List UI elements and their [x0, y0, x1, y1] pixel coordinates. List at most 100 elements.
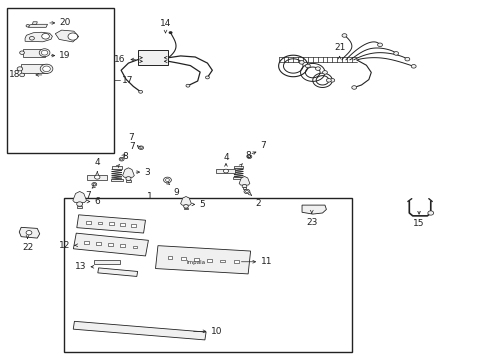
Circle shape: [68, 33, 78, 40]
Bar: [207, 259, 212, 262]
Polygon shape: [302, 205, 326, 214]
Polygon shape: [239, 176, 249, 185]
Bar: [96, 242, 101, 245]
Bar: [234, 166, 243, 168]
Polygon shape: [19, 227, 40, 238]
Circle shape: [242, 185, 246, 188]
Circle shape: [26, 230, 32, 235]
Bar: [120, 224, 124, 226]
Text: 19: 19: [59, 51, 71, 60]
Circle shape: [329, 78, 334, 82]
Polygon shape: [77, 215, 145, 233]
Bar: [108, 243, 113, 246]
Bar: [181, 257, 185, 260]
Circle shape: [119, 157, 124, 161]
Text: 20: 20: [60, 18, 71, 27]
Text: 1: 1: [147, 192, 152, 201]
Circle shape: [404, 57, 409, 61]
Text: 7: 7: [260, 140, 266, 149]
Circle shape: [341, 34, 346, 37]
Circle shape: [165, 179, 169, 181]
Circle shape: [305, 64, 310, 68]
Text: 4: 4: [94, 158, 100, 167]
Text: 13: 13: [74, 262, 86, 271]
Circle shape: [20, 51, 24, 54]
Text: 18: 18: [9, 71, 20, 80]
Bar: [108, 222, 113, 225]
Bar: [242, 188, 246, 189]
Circle shape: [40, 64, 53, 73]
Circle shape: [125, 177, 131, 180]
Circle shape: [29, 36, 34, 40]
Bar: [167, 256, 172, 259]
Bar: [131, 224, 136, 227]
Text: 3: 3: [144, 168, 149, 177]
Circle shape: [351, 86, 356, 89]
Circle shape: [94, 175, 100, 179]
Polygon shape: [73, 192, 86, 203]
Bar: [64, 198, 351, 352]
Bar: [112, 166, 122, 169]
Circle shape: [77, 202, 82, 206]
Bar: [84, 241, 89, 244]
Text: 10: 10: [210, 327, 222, 336]
Text: 4: 4: [223, 153, 228, 162]
Bar: [94, 260, 120, 264]
Text: 8: 8: [122, 152, 127, 161]
Circle shape: [322, 71, 327, 74]
Circle shape: [41, 33, 49, 39]
Text: 17: 17: [122, 76, 133, 85]
Polygon shape: [23, 49, 44, 57]
Bar: [86, 221, 91, 224]
Circle shape: [377, 43, 382, 46]
Bar: [132, 246, 137, 248]
Bar: [6, 8, 114, 153]
Circle shape: [139, 146, 143, 149]
Polygon shape: [87, 175, 107, 180]
Text: 5: 5: [199, 200, 204, 209]
Text: 7: 7: [129, 142, 134, 151]
Text: 14: 14: [160, 19, 171, 28]
Circle shape: [92, 183, 97, 186]
Text: 12: 12: [59, 241, 70, 250]
Polygon shape: [98, 268, 137, 276]
Circle shape: [20, 73, 24, 77]
Polygon shape: [73, 321, 205, 340]
Circle shape: [223, 169, 228, 173]
Bar: [98, 222, 102, 225]
Circle shape: [183, 204, 188, 208]
Circle shape: [41, 50, 48, 55]
Circle shape: [93, 183, 95, 185]
Circle shape: [39, 49, 50, 57]
Text: 11: 11: [260, 257, 271, 266]
Bar: [233, 177, 244, 179]
Text: 16: 16: [114, 55, 125, 64]
Polygon shape: [25, 32, 52, 42]
Polygon shape: [122, 168, 134, 177]
Circle shape: [410, 64, 415, 68]
Bar: [194, 258, 199, 261]
Circle shape: [299, 60, 304, 64]
Circle shape: [205, 76, 209, 79]
Bar: [111, 179, 122, 181]
Circle shape: [393, 51, 398, 55]
Polygon shape: [155, 246, 250, 274]
Polygon shape: [28, 24, 47, 27]
Circle shape: [315, 67, 320, 71]
Circle shape: [185, 84, 189, 87]
Polygon shape: [73, 233, 148, 256]
Bar: [183, 208, 187, 209]
Circle shape: [247, 156, 250, 158]
Circle shape: [120, 158, 122, 160]
Text: 7: 7: [85, 192, 91, 201]
Circle shape: [163, 177, 171, 183]
Polygon shape: [32, 22, 37, 24]
Circle shape: [326, 78, 330, 82]
Circle shape: [427, 211, 433, 215]
Bar: [220, 260, 225, 262]
Circle shape: [17, 67, 22, 71]
Text: 9: 9: [173, 188, 179, 197]
Text: 23: 23: [305, 218, 317, 227]
Bar: [233, 260, 238, 263]
Circle shape: [140, 147, 142, 149]
